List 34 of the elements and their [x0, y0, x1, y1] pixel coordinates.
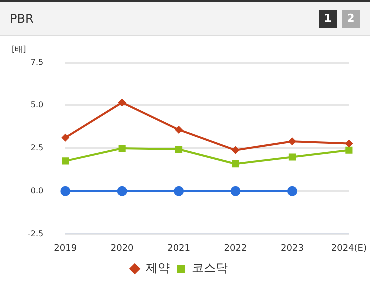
point — [345, 140, 354, 148]
x-tick-label: 2023 — [281, 244, 304, 254]
point — [230, 186, 241, 196]
point — [62, 158, 70, 165]
point — [232, 146, 240, 154]
legend-label: 코스닥 — [192, 261, 228, 276]
point — [60, 186, 71, 196]
y-tick-label: -2.5 — [28, 229, 44, 238]
x-tick-label: 2021 — [168, 244, 190, 254]
chart-title: PBR — [10, 12, 34, 26]
y-tick-label: 2.5 — [30, 144, 44, 153]
y-tick-label: 7.5 — [30, 58, 44, 67]
point — [232, 160, 240, 168]
page-button: 2 — [342, 10, 360, 28]
point — [287, 186, 298, 196]
x-tick-label: 2024(E) — [331, 244, 368, 254]
x-tick-label: 2020 — [110, 244, 134, 254]
point — [175, 126, 184, 134]
point — [118, 144, 126, 152]
legend-label: 제약 — [146, 261, 170, 276]
point — [288, 154, 296, 161]
point — [176, 146, 183, 154]
point — [118, 98, 126, 107]
point — [62, 134, 70, 142]
point — [117, 186, 128, 196]
y-axis-title: [배] — [12, 44, 26, 55]
y-tick-label: 5.0 — [30, 100, 44, 110]
x-tick-label: 2022 — [224, 244, 248, 254]
point — [346, 146, 353, 154]
page-button: 1 — [319, 10, 337, 28]
y-tick-label: 0.0 — [30, 186, 44, 196]
point — [174, 186, 184, 196]
point — [288, 138, 296, 146]
x-tick-label: 2019 — [54, 244, 78, 254]
